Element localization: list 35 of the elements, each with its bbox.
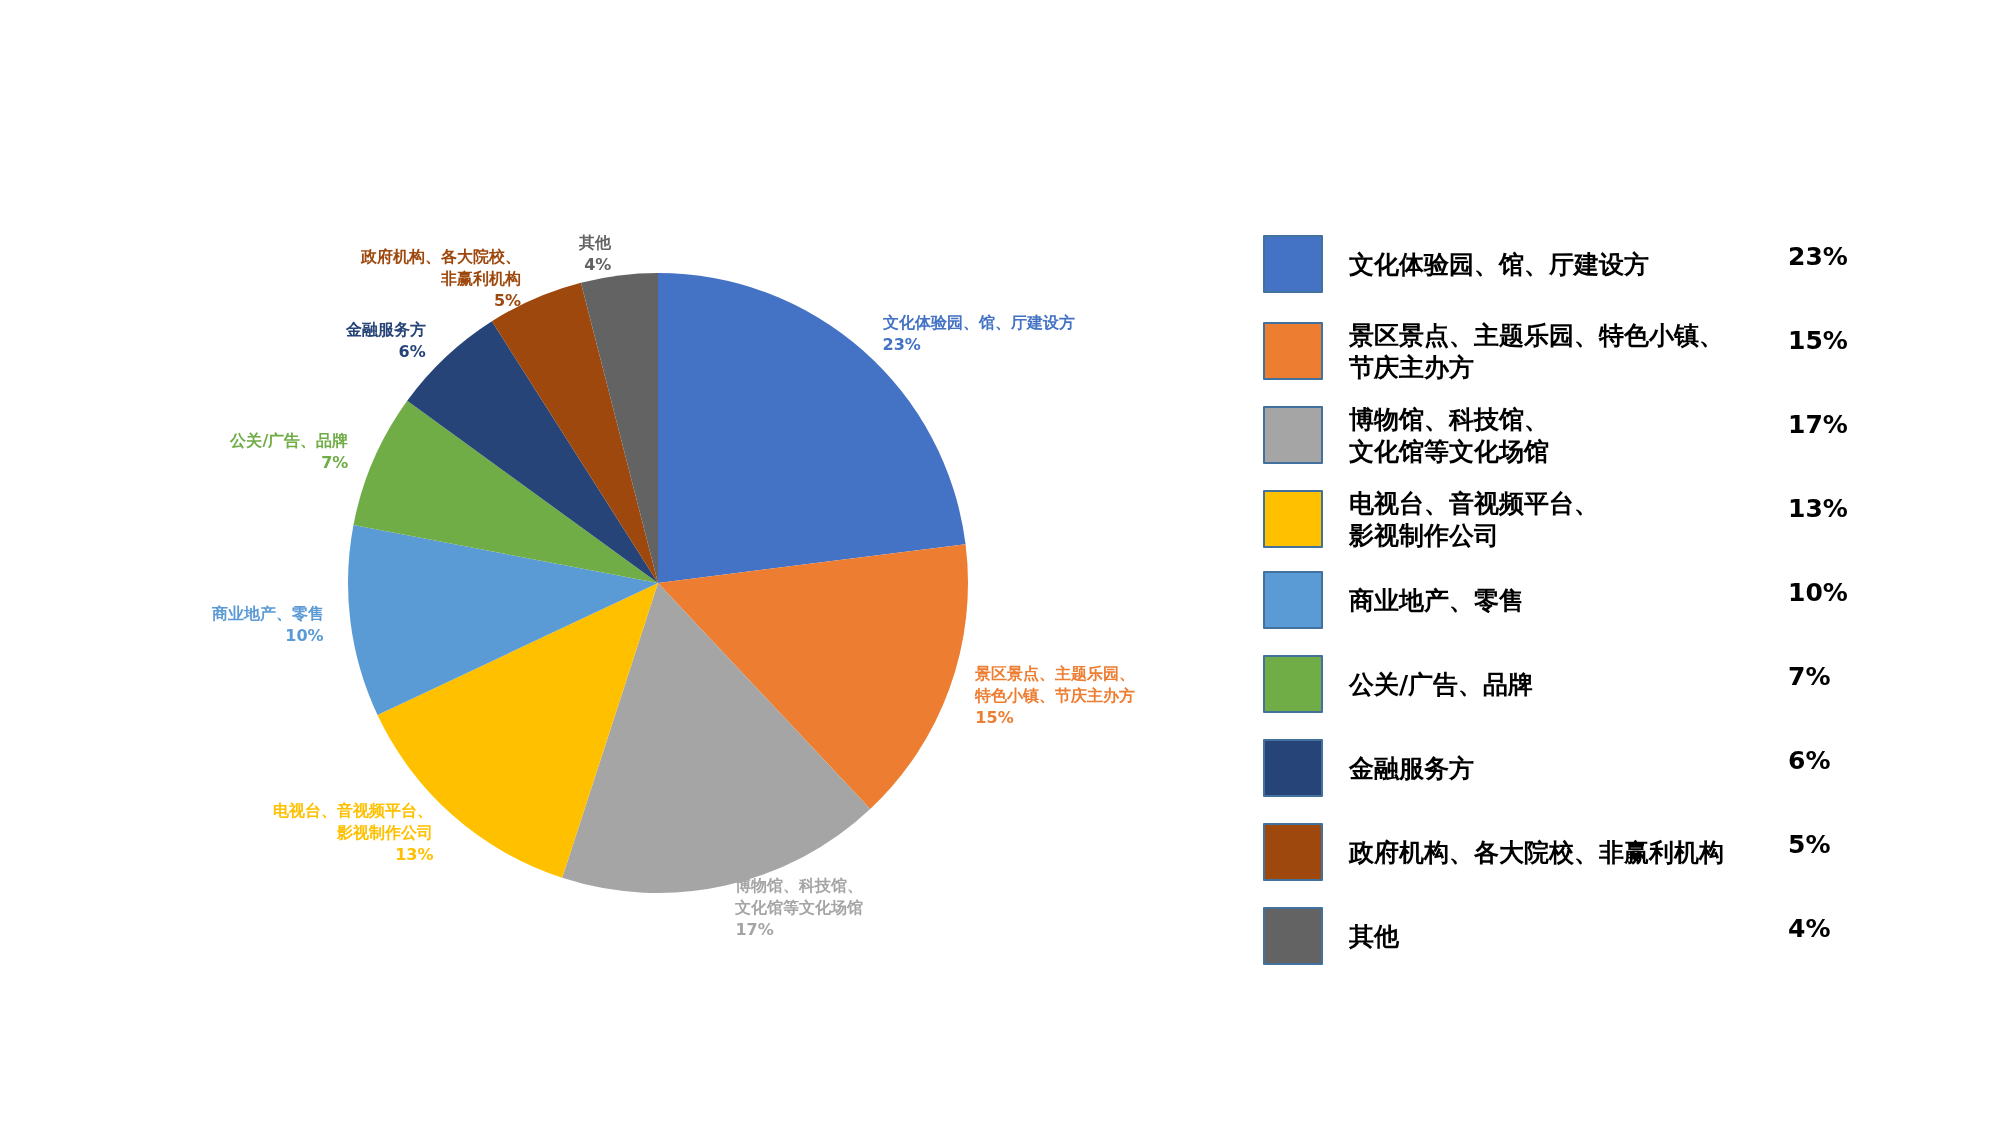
text: 10% <box>1788 578 1848 607</box>
legend-label: 文化体验园、馆、厅建设方 <box>1349 249 1649 279</box>
data-label: 5% <box>493 290 522 310</box>
legend-label: 金融服务方 <box>1348 753 1474 783</box>
text: 5% <box>1788 830 1831 859</box>
data-label: 15% <box>975 707 1014 727</box>
text: 6% <box>1788 746 1831 775</box>
text: 7% <box>1788 662 1831 691</box>
data-label: 10% <box>285 626 324 646</box>
slice-label: 文化体验园、馆、厅建设方 <box>881 313 1075 333</box>
data-label: 13% <box>395 844 434 864</box>
slice-label: 政府机构、各大院校、非赢利机构 <box>360 246 522 288</box>
slice-label: 其他 <box>578 233 613 253</box>
data-label: 17% <box>735 919 774 939</box>
text: 4% <box>1788 914 1831 943</box>
legend-label: 电视台、音视频平台、影视制作公司 <box>1348 488 1599 550</box>
slice-label: 电视台、音视频平台、影视制作公司 <box>273 800 434 842</box>
text: 13% <box>1788 494 1848 523</box>
text: 17% <box>1788 410 1848 439</box>
slice-label: 商业地产、零售 <box>210 604 324 624</box>
data-label: 6% <box>398 342 426 362</box>
data-label: 4% <box>584 255 612 275</box>
legend-label: 景区景点、主题乐园、特色小镇、节庆主办方 <box>1348 320 1724 382</box>
legend-label: 其他 <box>1348 921 1400 951</box>
text: 15% <box>1788 326 1848 355</box>
slice-label: 公关/广告、品牌 <box>229 430 349 450</box>
legend-label: 公关/广告、品牌 <box>1348 669 1534 699</box>
slice-label: 景区景点、主题乐园、特色小镇、节庆主办方 <box>974 663 1136 705</box>
legend-label: 博物馆、科技馆、文化馆等文化场馆 <box>1348 404 1549 466</box>
slice-label: 金融服务方 <box>344 320 426 340</box>
legend-label: 商业地产、零售 <box>1348 585 1524 615</box>
legend-label: 政府机构、各大院校、非赢利机构 <box>1348 837 1724 867</box>
data-label: 23% <box>882 335 921 355</box>
data-label: 7% <box>321 452 349 472</box>
text: 23% <box>1788 242 1848 271</box>
